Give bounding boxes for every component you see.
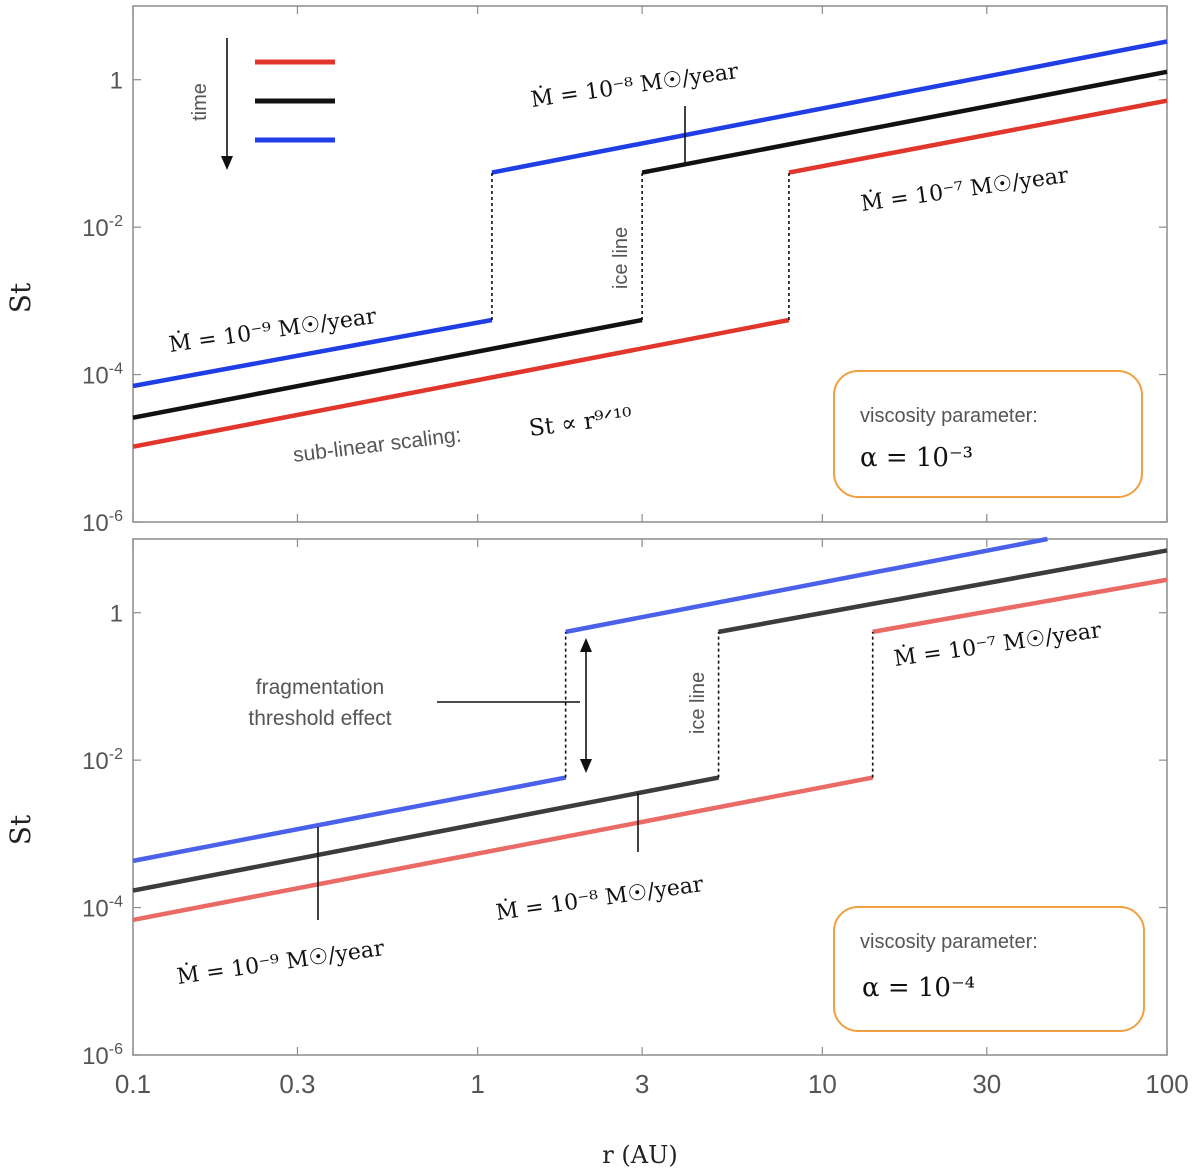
- rate-label-1e-7-top: Ṁ = 10⁻⁷ M☉/year: [859, 161, 1070, 217]
- x-axis-label: r (AU): [602, 1141, 677, 1169]
- y-tick-label: 1: [110, 68, 123, 95]
- y-tick-label: 10-4: [82, 894, 123, 923]
- rate-label-1e-9-bottom: Ṁ = 10⁻⁹ M☉/year: [175, 934, 386, 990]
- viscosity-value-top: α = 10⁻³: [860, 443, 973, 473]
- series-line-inner: [132, 775, 567, 864]
- time-label: time: [189, 83, 211, 121]
- x-tick-label: 100: [1145, 1069, 1188, 1099]
- ice-line-label-top: ice line: [610, 227, 632, 289]
- fragmentation-label-1: fragmentation: [256, 676, 384, 699]
- x-tick-label: 10: [808, 1069, 837, 1099]
- x-tick-label: 0.1: [115, 1069, 151, 1099]
- top-panel-frame: [132, 5, 1168, 523]
- fragmentation-arrow-head-up: [580, 638, 592, 652]
- viscosity-box-top: [833, 370, 1143, 498]
- fragmentation-arrow-head-down: [580, 759, 592, 773]
- series-line-inner: [132, 317, 493, 389]
- rate-label-1e-8-top: Ṁ = 10⁻⁸ M☉/year: [529, 57, 740, 113]
- y-tick-label: 10-6: [82, 1041, 123, 1070]
- y-tick-label: 10-2: [82, 746, 123, 775]
- series-line-inner: [132, 775, 720, 893]
- fragmentation-label-2: threshold effect: [248, 707, 391, 730]
- series-line-outer: [718, 548, 1168, 635]
- scaling-text: sub-linear scaling:: [292, 424, 463, 467]
- series-line-outer: [872, 577, 1168, 635]
- rate-label-1e-8-bottom: Ṁ = 10⁻⁸ M☉/year: [494, 870, 705, 926]
- series-line-inner: [132, 317, 643, 420]
- series-line-outer: [491, 39, 1168, 175]
- x-tick-label: 30: [972, 1069, 1001, 1099]
- viscosity-title-top: viscosity parameter:: [860, 405, 1038, 427]
- series-line-outer: [565, 536, 1048, 635]
- series-line-inner: [132, 317, 790, 449]
- y-axis-label-top: St: [4, 282, 37, 313]
- x-tick-label: 3: [635, 1069, 649, 1099]
- viscosity-title-bottom: viscosity parameter:: [860, 931, 1038, 953]
- bottom-panel-frame: [132, 538, 1168, 1056]
- y-tick-label: 10-4: [82, 361, 123, 390]
- y-tick-label: 10-2: [82, 213, 123, 242]
- y-tick-label: 1: [110, 601, 123, 628]
- ice-line-label-bottom: ice line: [687, 672, 709, 734]
- series-line-outer: [788, 98, 1168, 175]
- y-axis-label-bottom: St: [4, 814, 37, 845]
- x-tick-label: 1: [470, 1069, 484, 1099]
- series-line-outer: [641, 69, 1168, 175]
- rate-label-1e-9-top: Ṁ = 10⁻⁹ M☉/year: [167, 302, 378, 358]
- x-tick-label: 0.3: [279, 1069, 315, 1099]
- y-tick-label: 10-6: [82, 508, 123, 537]
- viscosity-box-bottom: [833, 906, 1145, 1032]
- scaling-formula: St ∝ r⁹ᐟ¹⁰: [528, 404, 634, 442]
- viscosity-value-bottom: α = 10⁻⁴: [862, 973, 975, 1003]
- series-line-inner: [132, 775, 874, 923]
- time-arrow-head: [221, 156, 233, 170]
